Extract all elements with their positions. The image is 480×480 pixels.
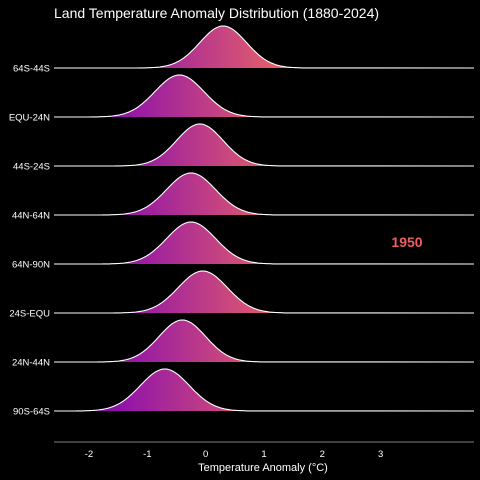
ridges-group: 64S-44S EQU-24N 44S-24S 44N-64N 64N-90N 24S-E…	[9, 26, 474, 418]
ridge-area-90s-64s	[77, 369, 253, 411]
year-annotation: 1950	[391, 234, 422, 250]
ridge-line-equ-24n	[54, 75, 474, 117]
x-tick-label: -1	[143, 449, 151, 460]
band-label-64n-90n: 64N-90N	[12, 260, 50, 271]
band-label-equ-24n: EQU-24N	[9, 113, 50, 124]
ridge-line-44s-24s	[54, 124, 474, 166]
ridge-area-24n-44n	[98, 320, 266, 362]
ridge-44n-64n: 44N-64N	[12, 173, 474, 222]
x-axis: -2 -1 0 1 2 3	[54, 442, 474, 460]
band-label-24s-equ: 24S-EQU	[9, 309, 50, 320]
ridge-area-44n-64n	[103, 173, 279, 215]
band-label-24n-44n: 24N-44N	[12, 358, 50, 369]
ridge-area-44s-24s	[116, 124, 284, 166]
ridge-area-64s-44s	[139, 26, 307, 68]
ridge-64s-44s: 64S-44S	[13, 26, 474, 75]
ridge-24s-equ: 24S-EQU	[9, 271, 474, 320]
ridge-44s-24s: 44S-24S	[13, 124, 474, 173]
ridge-line-90s-64s	[54, 369, 474, 411]
x-tick-label: 0	[203, 449, 208, 460]
chart-title: Land Temperature Anomaly Distribution (1…	[54, 5, 379, 21]
band-label-44s-24s: 44S-24S	[13, 162, 50, 173]
x-tick-label: 3	[378, 449, 383, 460]
x-tick-label: 1	[261, 449, 266, 460]
ridge-line-44n-64n	[54, 173, 474, 215]
band-label-44n-64n: 44N-64N	[12, 211, 50, 222]
ridge-area-24s-equ	[115, 271, 291, 313]
band-label-64s-44s: 64S-44S	[13, 64, 50, 75]
band-label-90s-64s: 90S-64S	[13, 407, 50, 418]
ridge-90s-64s: 90S-64S	[13, 369, 474, 418]
ridge-24n-44n: 24N-44N	[12, 320, 474, 369]
ridge-equ-24n: EQU-24N	[9, 75, 474, 124]
ridge-area-equ-24n	[91, 75, 267, 117]
ridge-area-64n-90n	[103, 222, 279, 264]
x-tick-label: -2	[85, 449, 93, 460]
ridge-line-24s-equ	[54, 271, 474, 313]
x-tick-label: 2	[320, 449, 325, 460]
x-axis-title: Temperature Anomaly (°C)	[198, 462, 328, 474]
ridge-line-24n-44n	[54, 320, 474, 362]
